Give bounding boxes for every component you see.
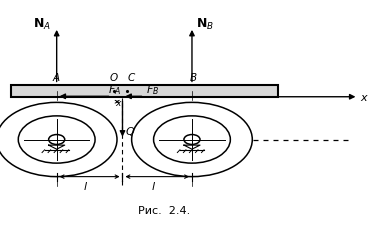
Text: O: O bbox=[110, 73, 118, 83]
Text: $l$: $l$ bbox=[84, 180, 88, 192]
Circle shape bbox=[49, 135, 65, 144]
Text: $\mathbf{N}_B$: $\mathbf{N}_B$ bbox=[196, 17, 214, 32]
Text: $Q$: $Q$ bbox=[125, 125, 136, 138]
Bar bbox=[11, 85, 278, 97]
Circle shape bbox=[184, 135, 200, 144]
Text: A: A bbox=[53, 73, 60, 83]
Text: C: C bbox=[128, 73, 135, 83]
Text: x: x bbox=[360, 93, 367, 103]
Text: B: B bbox=[190, 73, 197, 83]
Text: $\mathbf{N}_A$: $\mathbf{N}_A$ bbox=[33, 17, 51, 32]
Text: $F_A$: $F_A$ bbox=[108, 83, 121, 97]
Text: $l$: $l$ bbox=[151, 180, 156, 192]
Text: $x$: $x$ bbox=[115, 99, 123, 108]
Text: $F_B$: $F_B$ bbox=[146, 83, 159, 97]
Text: Рис.  2.4.: Рис. 2.4. bbox=[138, 206, 191, 216]
